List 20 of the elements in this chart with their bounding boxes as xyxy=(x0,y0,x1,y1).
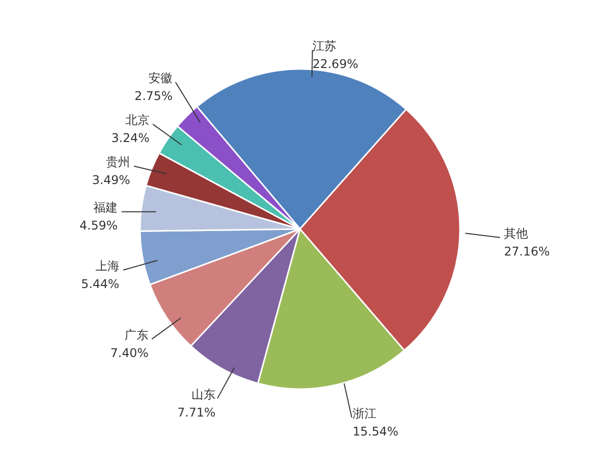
data-label: 7.71% xyxy=(177,405,216,420)
data-label: 5.44% xyxy=(81,277,120,292)
slice-label: 浙江 xyxy=(352,406,377,420)
slice-label: 其他 xyxy=(504,226,528,240)
slice-label: 贵州 xyxy=(106,155,130,170)
slice-label: 福建 xyxy=(94,200,118,215)
data-label: 4.59% xyxy=(80,218,118,233)
data-label: 27.16% xyxy=(504,244,550,258)
slice-label: 广东 xyxy=(124,328,149,342)
slice-label: 安徽 xyxy=(148,71,173,86)
data-label: 22.69% xyxy=(312,57,358,72)
slice-label: 上海 xyxy=(95,259,120,274)
data-label: 2.75% xyxy=(134,89,173,104)
data-label: 7.40% xyxy=(110,346,149,360)
slice-label: 北京 xyxy=(125,113,150,128)
slice-label: 山东 xyxy=(192,387,216,402)
data-label: 3.24% xyxy=(111,131,150,146)
slice-label: 江苏 xyxy=(312,39,336,54)
data-label: 15.54% xyxy=(352,424,398,438)
data-label: 3.49% xyxy=(92,173,130,188)
